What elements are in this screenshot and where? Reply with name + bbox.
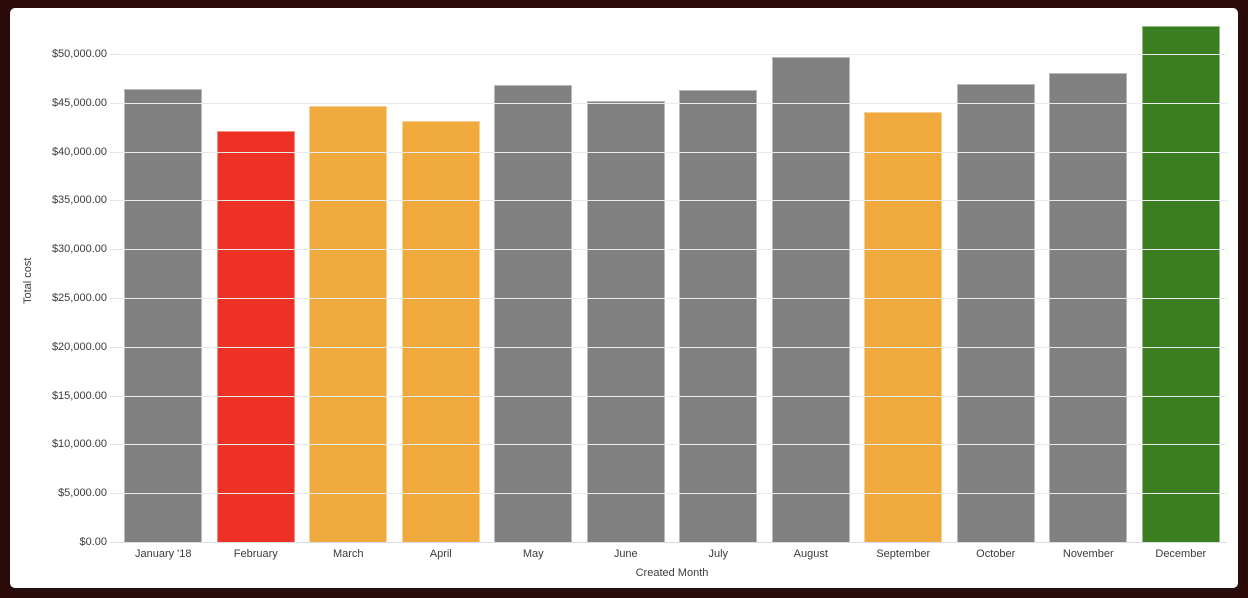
bar-slot-june bbox=[580, 20, 673, 542]
bar-january-18[interactable] bbox=[124, 89, 203, 542]
y-tick-mark bbox=[110, 542, 117, 543]
bar-slot-april bbox=[395, 20, 488, 542]
bar-slot-september bbox=[857, 20, 950, 542]
y-tick-mark bbox=[110, 493, 117, 495]
y-tick-mark bbox=[110, 297, 117, 299]
bar-slot-july bbox=[672, 20, 765, 542]
bar-slot-october bbox=[950, 20, 1043, 542]
gridline bbox=[117, 493, 1227, 495]
gridline bbox=[117, 444, 1227, 446]
bar-slot-february bbox=[210, 20, 303, 542]
gridline bbox=[117, 297, 1227, 299]
y-tick-label: $15,000.00 bbox=[51, 389, 107, 402]
bar-september[interactable] bbox=[864, 112, 943, 542]
y-tick-mark bbox=[110, 151, 117, 153]
x-tick-label-february: February bbox=[233, 548, 278, 560]
x-tick-label-june: June bbox=[613, 548, 638, 560]
x-tick-label-april: April bbox=[429, 548, 452, 560]
bar-may[interactable] bbox=[494, 85, 573, 542]
y-tick-mark bbox=[110, 102, 117, 104]
gridline bbox=[117, 102, 1227, 104]
y-tick-label: $20,000.00 bbox=[51, 340, 107, 353]
y-tick-label: $45,000.00 bbox=[51, 96, 107, 109]
chart-card: Total cost January '18 February March April… bbox=[10, 8, 1238, 588]
bar-march[interactable] bbox=[309, 106, 388, 542]
gridline bbox=[117, 53, 1227, 55]
x-tick-label-october: October bbox=[976, 548, 1016, 560]
bar-slot-january-18 bbox=[117, 20, 210, 542]
bar-slot-march bbox=[302, 20, 395, 542]
y-tick-mark bbox=[110, 200, 117, 202]
x-tick-label-december: December bbox=[1155, 548, 1207, 560]
bar-october[interactable] bbox=[956, 83, 1035, 542]
bar-november[interactable] bbox=[1049, 72, 1128, 542]
gridline bbox=[117, 395, 1227, 397]
y-tick-label: $5,000.00 bbox=[58, 487, 107, 500]
gridline bbox=[117, 200, 1227, 202]
y-tick-label: $30,000.00 bbox=[51, 243, 107, 256]
y-tick-label: $50,000.00 bbox=[51, 47, 107, 60]
bar-august[interactable] bbox=[771, 56, 850, 542]
x-tick-label-september: September bbox=[876, 548, 931, 560]
x-tick-label-march: March bbox=[332, 548, 364, 560]
bar-slot-november bbox=[1042, 20, 1135, 542]
x-tick-label-may: May bbox=[522, 548, 544, 560]
bar-series bbox=[117, 20, 1227, 542]
y-tick-mark bbox=[110, 249, 117, 251]
gridline bbox=[117, 151, 1227, 153]
bar-april[interactable] bbox=[401, 121, 480, 542]
y-tick-mark bbox=[110, 53, 117, 55]
y-tick-mark bbox=[110, 444, 117, 446]
bar-slot-may bbox=[487, 20, 580, 542]
gridline bbox=[117, 346, 1227, 348]
y-tick-label: $25,000.00 bbox=[51, 291, 107, 304]
y-tick-mark bbox=[110, 346, 117, 348]
x-axis-title: Created Month bbox=[635, 567, 709, 579]
bar-slot-august bbox=[765, 20, 858, 542]
y-tick-label: $35,000.00 bbox=[51, 194, 107, 207]
bar-december[interactable] bbox=[1141, 25, 1220, 542]
x-tick-label-august: August bbox=[793, 548, 828, 560]
x-tick-label-january-18: January '18 bbox=[134, 548, 192, 560]
plot-area bbox=[117, 20, 1227, 542]
y-tick-mark bbox=[110, 395, 117, 397]
x-axis-baseline bbox=[110, 542, 1227, 543]
bar-july[interactable] bbox=[679, 90, 758, 542]
y-tick-label: $40,000.00 bbox=[51, 145, 107, 158]
y-tick-label: $0.00 bbox=[79, 536, 107, 548]
x-tick-label-july: July bbox=[708, 548, 729, 560]
bar-february[interactable] bbox=[216, 131, 295, 542]
bar-slot-december bbox=[1135, 20, 1228, 542]
x-tick-label-november: November bbox=[1062, 548, 1114, 560]
bar-june[interactable] bbox=[586, 100, 665, 542]
gridline bbox=[117, 249, 1227, 251]
y-tick-label: $10,000.00 bbox=[51, 438, 107, 451]
x-tick-labels: January '18 February March April May June July… bbox=[117, 548, 1227, 560]
